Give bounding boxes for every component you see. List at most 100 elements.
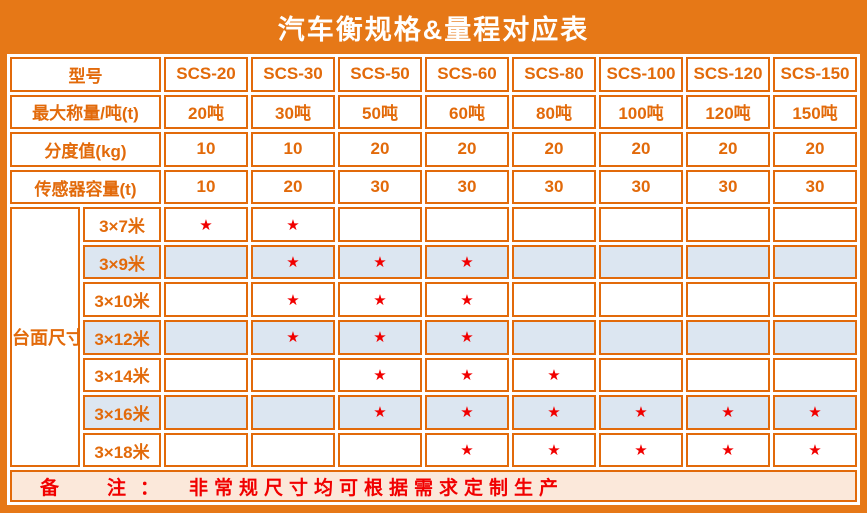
range-cell-empty bbox=[773, 320, 857, 355]
range-cell-empty bbox=[599, 207, 683, 242]
star-icon: ★ bbox=[373, 254, 387, 272]
range-cell-empty bbox=[251, 395, 335, 430]
star-icon: ★ bbox=[460, 291, 474, 309]
range-cell-empty bbox=[164, 320, 248, 355]
range-cell-empty bbox=[164, 395, 248, 430]
spec-row: 分度值(kg) 10 10 20 20 20 20 20 20 bbox=[10, 132, 857, 167]
platform-size-row: 3×12米 ★ ★ ★ bbox=[10, 320, 857, 355]
star-cell: ★ bbox=[251, 282, 335, 318]
spec-value-cell: 10 bbox=[164, 169, 248, 205]
range-cell-empty bbox=[251, 432, 335, 468]
star-icon: ★ bbox=[460, 442, 474, 460]
range-cell-empty bbox=[512, 244, 596, 280]
spec-value-cell: 20 bbox=[686, 132, 770, 167]
model-header-cell: SCS-100 bbox=[599, 57, 683, 92]
star-icon: ★ bbox=[721, 404, 735, 422]
star-cell: ★ bbox=[338, 395, 422, 430]
model-row: 型号 SCS-20 SCS-30 SCS-50 SCS-60 SCS-80 SCS-100 S… bbox=[10, 57, 857, 92]
star-icon: ★ bbox=[373, 366, 387, 384]
page-title: 汽车衡规格&量程对应表 bbox=[277, 14, 590, 45]
platform-size-row: 3×16米 ★ ★ ★ ★ ★ ★ bbox=[10, 395, 857, 430]
star-cell: ★ bbox=[425, 320, 509, 355]
remark-text: 非常规尺寸均可根据需求定制生产 bbox=[189, 477, 565, 499]
spec-value-cell: 10 bbox=[251, 132, 335, 167]
spec-value-cell: 20 bbox=[512, 132, 596, 167]
model-header-cell: SCS-80 bbox=[512, 57, 596, 92]
star-cell: ★ bbox=[251, 244, 335, 280]
star-icon: ★ bbox=[373, 329, 387, 347]
range-cell-empty bbox=[773, 282, 857, 318]
spec-value-cell: 30 bbox=[338, 169, 422, 205]
spec-value-cell: 20 bbox=[425, 132, 509, 167]
star-icon: ★ bbox=[286, 291, 300, 309]
range-cell-empty bbox=[686, 207, 770, 242]
range-cell-empty bbox=[686, 357, 770, 393]
title-band: 汽车衡规格&量程对应表 bbox=[7, 0, 860, 54]
star-icon: ★ bbox=[286, 329, 300, 347]
star-cell: ★ bbox=[425, 432, 509, 468]
star-cell: ★ bbox=[251, 320, 335, 355]
spec-row-label: 传感器容量(t) bbox=[10, 169, 161, 205]
star-cell: ★ bbox=[338, 244, 422, 280]
platform-size-row: 3×14米 ★ ★ ★ bbox=[10, 357, 857, 393]
range-cell-empty bbox=[164, 244, 248, 280]
range-cell-empty bbox=[773, 357, 857, 393]
range-cell-empty bbox=[686, 320, 770, 355]
spec-value-cell: 20 bbox=[599, 132, 683, 167]
range-cell-empty bbox=[251, 357, 335, 393]
star-cell: ★ bbox=[164, 207, 248, 242]
star-icon: ★ bbox=[547, 442, 561, 460]
star-cell: ★ bbox=[512, 357, 596, 393]
star-cell: ★ bbox=[425, 357, 509, 393]
size-label-cell: 3×18米 bbox=[83, 432, 161, 468]
spec-value-cell: 150吨 bbox=[773, 94, 857, 130]
range-cell-empty bbox=[599, 320, 683, 355]
star-cell: ★ bbox=[686, 395, 770, 430]
range-cell-empty bbox=[512, 207, 596, 242]
spec-row: 传感器容量(t) 10 20 30 30 30 30 30 30 bbox=[10, 169, 857, 205]
range-cell-empty bbox=[425, 207, 509, 242]
star-icon: ★ bbox=[808, 442, 822, 460]
star-cell: ★ bbox=[773, 395, 857, 430]
range-cell-empty bbox=[164, 357, 248, 393]
range-cell-empty bbox=[599, 282, 683, 318]
range-cell-empty bbox=[686, 282, 770, 318]
platform-size-row: 3×18米 ★ ★ ★ ★ ★ bbox=[10, 432, 857, 468]
model-header-cell: SCS-30 bbox=[251, 57, 335, 92]
model-header-cell: SCS-120 bbox=[686, 57, 770, 92]
star-cell: ★ bbox=[425, 244, 509, 280]
model-header-cell: SCS-150 bbox=[773, 57, 857, 92]
star-icon: ★ bbox=[808, 404, 822, 422]
star-icon: ★ bbox=[286, 254, 300, 272]
star-cell: ★ bbox=[338, 357, 422, 393]
spec-value-cell: 30 bbox=[425, 169, 509, 205]
platform-size-row: 台面尺寸 3×7米 ★ ★ bbox=[10, 207, 857, 468]
spec-table: 型号 SCS-20 SCS-30 SCS-50 SCS-60 SCS-80 SCS-100 S… bbox=[7, 54, 860, 505]
range-cell-empty bbox=[338, 207, 422, 242]
spec-value-cell: 100吨 bbox=[599, 94, 683, 130]
spec-row-label: 分度值(kg) bbox=[10, 132, 161, 167]
platform-size-header: 台面尺寸 bbox=[10, 207, 80, 468]
size-label-cell: 3×7米 bbox=[83, 207, 161, 242]
spec-value-cell: 30 bbox=[512, 169, 596, 205]
range-cell-empty bbox=[338, 432, 422, 468]
remark-label-bei: 备 bbox=[40, 477, 60, 499]
model-header-cell: SCS-60 bbox=[425, 57, 509, 92]
spec-row-label: 最大称量/吨(t) bbox=[10, 94, 161, 130]
spec-value-cell: 80吨 bbox=[512, 94, 596, 130]
range-cell-empty bbox=[773, 244, 857, 280]
star-icon: ★ bbox=[460, 366, 474, 384]
star-icon: ★ bbox=[547, 404, 561, 422]
star-icon: ★ bbox=[460, 254, 474, 272]
star-icon: ★ bbox=[460, 404, 474, 422]
spec-value-cell: 120吨 bbox=[686, 94, 770, 130]
size-label-cell: 3×12米 bbox=[83, 320, 161, 355]
platform-size-row: 3×10米 ★ ★ ★ bbox=[10, 282, 857, 318]
spec-value-cell: 60吨 bbox=[425, 94, 509, 130]
star-icon: ★ bbox=[721, 442, 735, 460]
star-cell: ★ bbox=[512, 432, 596, 468]
remark-colon: ： bbox=[140, 477, 160, 499]
star-icon: ★ bbox=[460, 329, 474, 347]
remark-row: 备 注 ： 非常规尺寸均可根据需求定制生产 bbox=[10, 470, 857, 502]
spec-value-cell: 20 bbox=[773, 132, 857, 167]
